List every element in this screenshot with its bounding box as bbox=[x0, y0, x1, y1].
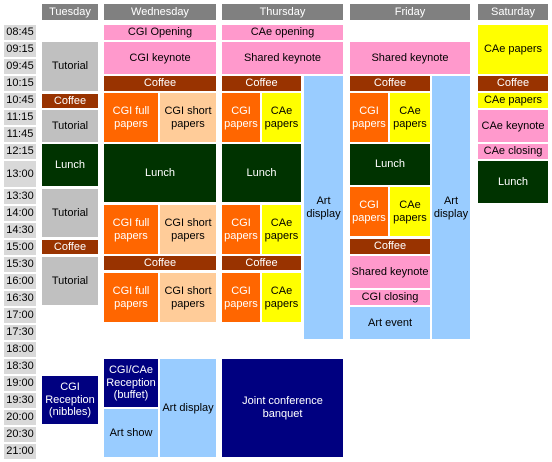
tuesday-tutorial-1: Tutorial bbox=[42, 42, 98, 91]
friday-cgi-papers-2: CGI papers bbox=[350, 187, 388, 236]
friday-cgi-closing: CGI closing bbox=[350, 290, 430, 305]
wednesday-opening: CGI Opening bbox=[104, 25, 216, 40]
wednesday-keynote: CGI keynote bbox=[104, 42, 216, 74]
time-label: 14:30 bbox=[4, 223, 36, 238]
time-label: 19:30 bbox=[4, 393, 36, 408]
friday-keynote: Shared keynote bbox=[350, 42, 470, 74]
time-label: 09:45 bbox=[4, 59, 36, 74]
friday-shared-keynote-2: Shared keynote bbox=[350, 256, 430, 288]
time-label: 21:00 bbox=[4, 444, 36, 459]
time-label: 15:00 bbox=[4, 240, 36, 255]
thursday-opening: CAe opening bbox=[222, 25, 343, 40]
friday-lunch: Lunch bbox=[350, 144, 430, 185]
friday-coffee-2: Coffee bbox=[350, 239, 430, 254]
tuesday-coffee-2: Coffee bbox=[42, 240, 98, 254]
thursday-cae-papers-2: CAe papers bbox=[262, 205, 301, 254]
header-tuesday: Tuesday bbox=[42, 4, 98, 20]
wednesday-coffee-1: Coffee bbox=[104, 76, 216, 91]
tuesday-reception: CGI Reception (nibbles) bbox=[42, 376, 98, 424]
saturday-cae-closing: CAe closing bbox=[478, 144, 548, 159]
time-label: 08:45 bbox=[4, 25, 36, 40]
wednesday-art-display: Art display bbox=[160, 359, 216, 457]
tuesday-tutorial-4: Tutorial bbox=[42, 257, 98, 305]
friday-coffee-1: Coffee bbox=[350, 76, 430, 91]
header-saturday: Saturday bbox=[478, 4, 548, 20]
thursday-coffee-1: Coffee bbox=[222, 76, 301, 91]
wednesday-short-papers-3: CGI short papers bbox=[160, 273, 216, 322]
time-label: 09:15 bbox=[4, 42, 36, 57]
time-label: 20:00 bbox=[4, 410, 36, 425]
time-label: 15:30 bbox=[4, 257, 36, 272]
wednesday-full-papers-3: CGI full papers bbox=[104, 273, 158, 322]
thursday-art-display: Art display bbox=[304, 76, 343, 339]
thursday-cgi-papers-1: CGI papers bbox=[222, 93, 260, 142]
tuesday-coffee-1: Coffee bbox=[42, 94, 98, 108]
time-label: 18:30 bbox=[4, 359, 36, 374]
thursday-keynote: Shared keynote bbox=[222, 42, 343, 74]
wednesday-full-papers-2: CGI full papers bbox=[104, 205, 158, 254]
time-label: 11:45 bbox=[4, 127, 36, 142]
time-label: 16:30 bbox=[4, 291, 36, 306]
friday-cae-papers-1: CAe papers bbox=[390, 93, 430, 142]
time-label: 12:15 bbox=[4, 144, 36, 159]
time-label: 20:30 bbox=[4, 427, 36, 442]
time-label: 14:00 bbox=[4, 206, 36, 221]
time-label: 17:30 bbox=[4, 325, 36, 340]
header-wednesday: Wednesday bbox=[104, 4, 216, 20]
thursday-cgi-papers-2: CGI papers bbox=[222, 205, 260, 254]
thursday-coffee-2: Coffee bbox=[222, 256, 301, 270]
wednesday-coffee-2: Coffee bbox=[104, 256, 216, 270]
time-label: 17:00 bbox=[4, 308, 36, 323]
header-thursday: Thursday bbox=[222, 4, 343, 20]
time-label: 18:00 bbox=[4, 342, 36, 357]
wednesday-reception: CGI/CAe Reception (buffet) bbox=[104, 359, 158, 407]
thursday-banquet: Joint conference banquet bbox=[222, 359, 343, 457]
friday-art-display: Art display bbox=[432, 76, 470, 339]
friday-cgi-papers-1: CGI papers bbox=[350, 93, 388, 142]
saturday-cae-papers-1: CAe papers bbox=[478, 25, 548, 74]
thursday-lunch: Lunch bbox=[222, 144, 301, 202]
time-label: 11:15 bbox=[4, 110, 36, 125]
time-label: 13:00 bbox=[4, 161, 36, 187]
thursday-cgi-papers-3: CGI papers bbox=[222, 273, 260, 322]
saturday-lunch: Lunch bbox=[478, 161, 548, 203]
time-label: 19:00 bbox=[4, 376, 36, 391]
header-friday: Friday bbox=[350, 4, 470, 20]
wednesday-art-show: Art show bbox=[104, 409, 158, 457]
wednesday-short-papers-1: CGI short papers bbox=[160, 93, 216, 142]
time-label: 10:15 bbox=[4, 76, 36, 91]
friday-art-event: Art event bbox=[350, 307, 430, 339]
wednesday-full-papers-1: CGI full papers bbox=[104, 93, 158, 142]
saturday-cae-keynote: CAe keynote bbox=[478, 110, 548, 142]
tuesday-lunch: Lunch bbox=[42, 144, 98, 186]
thursday-cae-papers-1: CAe papers bbox=[262, 93, 301, 142]
time-label: 16:00 bbox=[4, 274, 36, 289]
wednesday-short-papers-2: CGI short papers bbox=[160, 205, 216, 254]
tuesday-tutorial-2: Tutorial bbox=[42, 110, 98, 142]
wednesday-lunch: Lunch bbox=[104, 144, 216, 202]
friday-cae-papers-2: CAe papers bbox=[390, 187, 430, 236]
time-label: 10:45 bbox=[4, 93, 36, 108]
saturday-cae-papers-2: CAe papers bbox=[478, 93, 548, 108]
saturday-coffee: Coffee bbox=[478, 76, 548, 91]
time-label: 13:30 bbox=[4, 189, 36, 204]
thursday-cae-papers-3: CAe papers bbox=[262, 273, 301, 322]
tuesday-tutorial-3: Tutorial bbox=[42, 189, 98, 237]
